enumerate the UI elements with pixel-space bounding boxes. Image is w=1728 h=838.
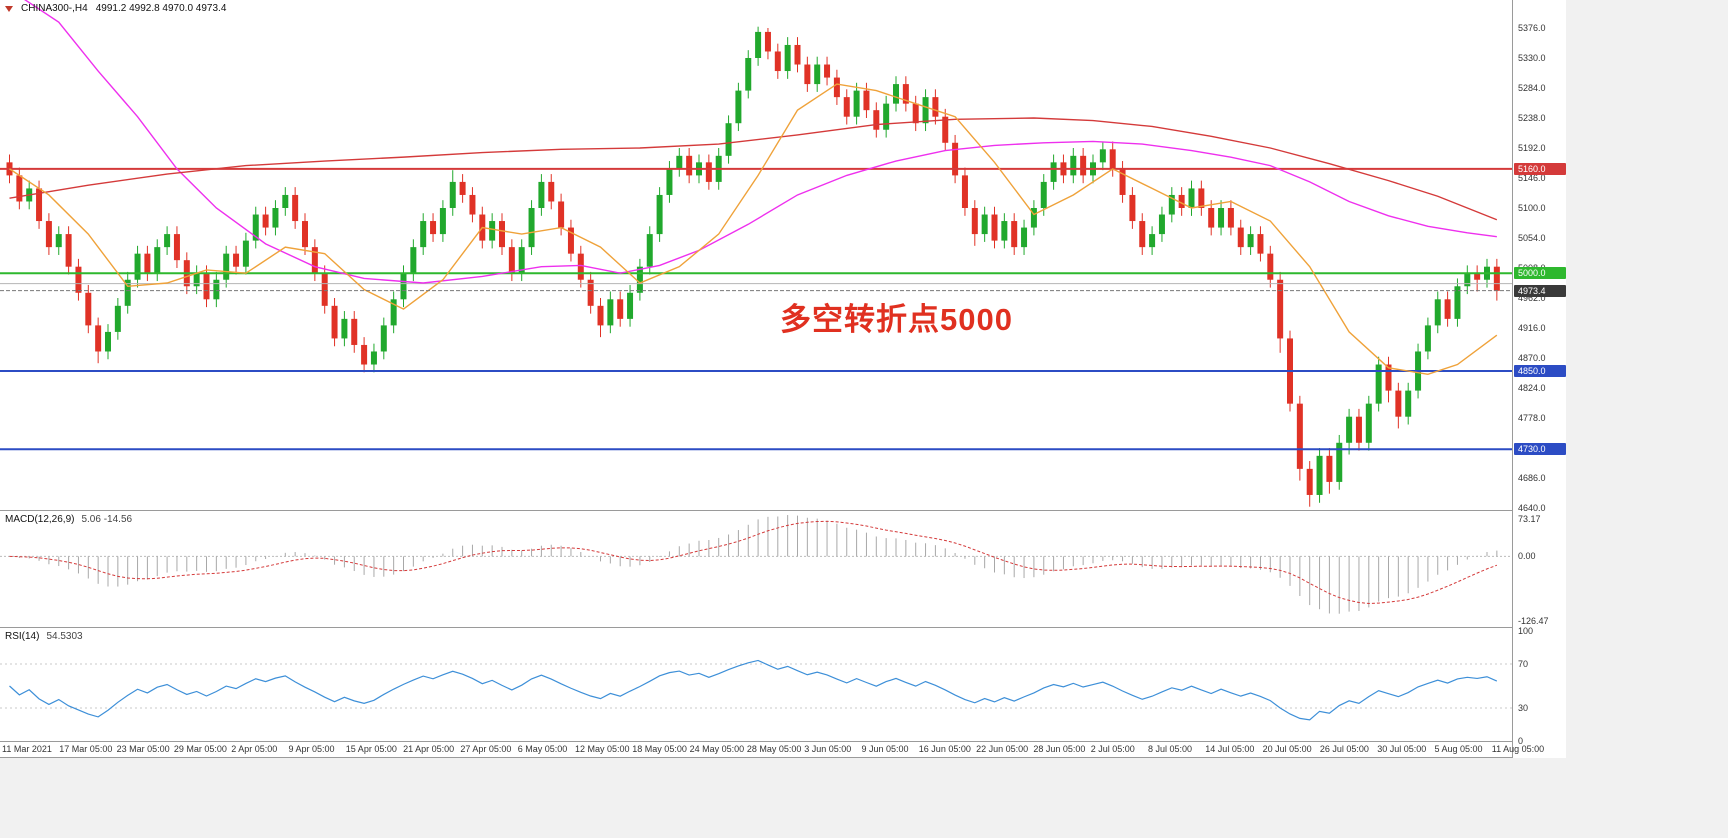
- date-label: 29 Mar 05:00: [173, 744, 227, 754]
- date-label: 18 May 05:00: [632, 744, 687, 754]
- axis-tick-label: 4916.0: [1518, 323, 1546, 333]
- macd-values: 5.06 -14.56: [81, 514, 133, 525]
- main-chart-pane[interactable]: [0, 0, 1512, 510]
- axis-tick-label: 73.17: [1518, 514, 1541, 524]
- date-label: 9 Apr 05:00: [288, 744, 335, 754]
- date-label: 28 Jun 05:00: [1033, 744, 1086, 754]
- rsi-value: 54.5303: [46, 631, 83, 642]
- axis-tick-label: 5284.0: [1518, 83, 1546, 93]
- axis-tick-label: 5146.0: [1518, 173, 1546, 183]
- date-label: 9 Jun 05:00: [861, 744, 909, 754]
- pane-separator: [0, 741, 1566, 742]
- ma-mid-orange: [9, 83, 1498, 376]
- axis-tick-label: 4686.0: [1518, 473, 1546, 483]
- axis-tick-label: 5330.0: [1518, 53, 1546, 63]
- axis-tick-label: 5376.0: [1518, 23, 1546, 33]
- macd-signal-line: [9, 520, 1498, 604]
- axis-tick-label: 4640.0: [1518, 503, 1546, 513]
- macd-indicator-label: MACD(12,26,9) 5.06 -14.56: [5, 514, 133, 525]
- date-label: 20 Jul 05:00: [1262, 744, 1312, 754]
- date-label: 16 Jun 05:00: [918, 744, 971, 754]
- date-label: 28 May 05:00: [746, 744, 802, 754]
- macd-pane[interactable]: [0, 511, 1512, 627]
- time-axis[interactable]: 11 Mar 2021 17 Mar 05:00 23 Mar 05:00 29 Ma…: [0, 742, 1566, 758]
- date-label: 17 Mar 05:00: [59, 744, 113, 754]
- chart-symbol-icon: [5, 5, 13, 12]
- chart-header: CHINA300-,H4 4991.2 4992.8 4970.0 4973.4: [5, 3, 226, 14]
- date-label: 21 Apr 05:00: [403, 744, 455, 754]
- axis-tick-label: 0.00: [1518, 551, 1536, 562]
- date-label: 6 May 05:00: [517, 744, 568, 754]
- axis-tick-label: 4824.0: [1518, 383, 1546, 393]
- price-tag: 4850.0: [1514, 365, 1566, 378]
- price-tag: 4730.0: [1514, 443, 1566, 456]
- chart-window[interactable]: CHINA300-,H4 4991.2 4992.8 4970.0 4973.4…: [0, 0, 1566, 758]
- axis-tick-label: 0: [1518, 736, 1524, 746]
- date-label: 8 Jul 05:00: [1148, 744, 1193, 754]
- annotation-text[interactable]: 多空转折点5000: [780, 302, 1013, 337]
- date-label: 5 Aug 05:00: [1434, 744, 1483, 754]
- axis-tick-label: 4778.0: [1518, 413, 1546, 423]
- rsi-pane[interactable]: [0, 628, 1512, 741]
- date-label: 2 Jul 05:00: [1090, 744, 1135, 754]
- price-tag: 5160.0: [1514, 162, 1566, 175]
- date-label: 3 Jun 05:00: [804, 744, 852, 754]
- date-label: 15 Apr 05:00: [345, 744, 397, 754]
- rsi-line: [9, 659, 1498, 721]
- rsi-indicator-label: RSI(14) 54.5303: [5, 631, 83, 642]
- axis-tick-label: -126.47: [1518, 616, 1549, 626]
- axis-tick-label: 5054.0: [1518, 233, 1546, 243]
- ma-long-red: [9, 117, 1498, 221]
- candles-group: [6, 26, 1500, 507]
- axis-tick-label: 100: [1518, 626, 1534, 636]
- date-label: 27 Apr 05:00: [460, 744, 512, 754]
- date-label: 22 Jun 05:00: [976, 744, 1029, 754]
- date-label: 11 Mar 2021: [2, 744, 52, 754]
- date-label: 14 Jul 05:00: [1205, 744, 1255, 754]
- date-label: 23 Mar 05:00: [116, 744, 170, 754]
- ma-slow-magenta: [24, 0, 1497, 284]
- date-label: 24 May 05:00: [689, 744, 745, 754]
- price-tag: 5000.0: [1514, 267, 1566, 280]
- axis-tick-label: 70: [1518, 659, 1529, 669]
- chart-ohlc-values: 4991.2 4992.8 4970.0 4973.4: [95, 3, 227, 14]
- date-label: 2 Apr 05:00: [231, 744, 278, 754]
- axis-tick-label: 5238.0: [1518, 113, 1546, 123]
- price-scale[interactable]: 5376.0 5330.0 5284.0 5238.0 5192.0 5146.0 5100…: [1512, 0, 1566, 758]
- chart-symbol-period: CHINA300-,H4: [21, 3, 88, 14]
- axis-tick-label: 5192.0: [1518, 143, 1546, 153]
- pane-separator[interactable]: [0, 627, 1566, 628]
- axis-tick-label: 5100.0: [1518, 203, 1546, 213]
- date-label: 26 Jul 05:00: [1319, 744, 1369, 754]
- rsi-name: RSI(14): [5, 631, 40, 642]
- date-label: 11 Aug 05:00: [1491, 744, 1545, 754]
- macd-histogram: [18, 515, 1498, 614]
- axis-tick-label: 4870.0: [1518, 353, 1546, 363]
- date-label: 30 Jul 05:00: [1377, 744, 1427, 754]
- axis-tick-label: 30: [1518, 703, 1529, 713]
- axis-tick-label: 4962.0: [1518, 293, 1546, 303]
- pane-separator[interactable]: [0, 510, 1566, 511]
- date-label: 12 May 05:00: [575, 744, 630, 754]
- macd-name: MACD(12,26,9): [5, 514, 75, 525]
- price-tag: 4973.4: [1514, 284, 1566, 297]
